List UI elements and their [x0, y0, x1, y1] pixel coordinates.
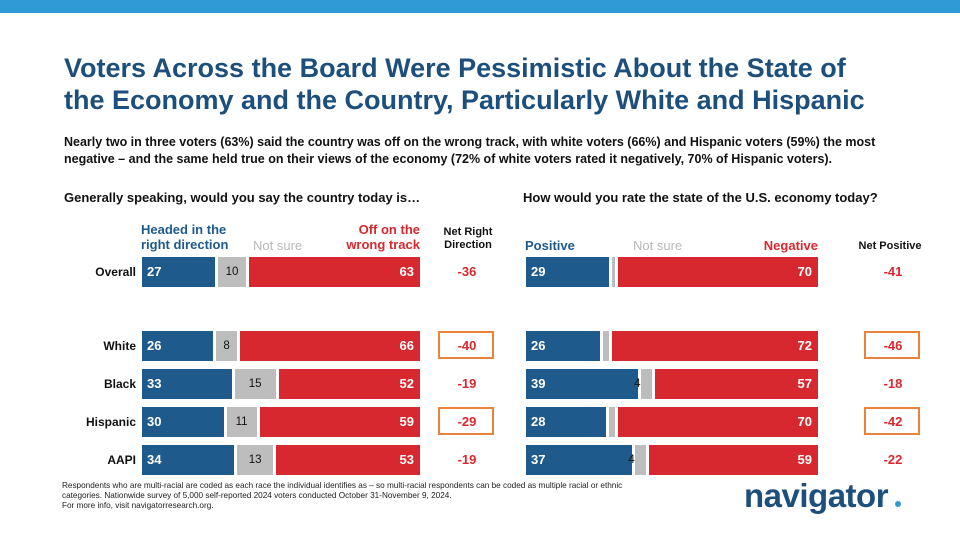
country-overall-bar-red: 63 [248, 257, 420, 287]
row-label-overall: Overall [95, 265, 136, 279]
country-black-net-value: -19 [457, 376, 477, 391]
right-header-net-label: Net Positive [858, 240, 922, 252]
left-header-right-direction-line-2: right direction [141, 237, 229, 252]
economy-hispanic-net-value: -42 [883, 414, 903, 429]
economy-white-bar-blue: 26 [526, 331, 601, 361]
economy-white-net-value: -46 [883, 338, 903, 353]
economy-black-net-value: -18 [883, 376, 903, 391]
page-title-line-1: Voters Across the Board Were Pessimistic… [64, 53, 846, 83]
country-aapi-bar-red: 53 [275, 445, 420, 475]
economy-hispanic-bar-blue: 28 [526, 407, 607, 437]
footnote: Respondents who are multi-racial are cod… [62, 481, 662, 511]
economy-black-bar-red: 57 [654, 369, 818, 399]
navigator-logo: navigator [744, 477, 889, 514]
logo-dot-icon [895, 501, 901, 507]
country-aapi-bar-gray: 13 [237, 445, 273, 475]
row-label-white: White [103, 339, 136, 353]
country-white-net-value: -40 [457, 338, 477, 353]
page-subtitle-line-1: Nearly two in three voters (63%) said th… [64, 135, 876, 149]
left-header-net-line-1: Net Right [443, 226, 493, 238]
right-header-not-sure: Not sure [633, 238, 682, 253]
left-header-net-line-2: Direction [444, 239, 492, 251]
economy-white-net-highlight [864, 331, 920, 359]
country-overall-bar-gray: 10 [218, 257, 246, 287]
page-subtitle: Nearly two in three voters (63%) said th… [64, 134, 934, 168]
country-aapi-net-value: -19 [457, 452, 477, 467]
economy-hispanic-bar-gray [609, 407, 615, 437]
economy-aapi-net-value: -22 [883, 452, 903, 467]
country-hispanic-net-highlight [438, 407, 494, 435]
economy-black-bar-gray [640, 369, 652, 399]
economy-overall-bar-blue: 29 [526, 257, 609, 287]
country-white-bar-gray: 8 [215, 331, 238, 361]
left-header-wrong-track: Off on the wrong track [320, 222, 420, 252]
right-header-not-sure-label: Not sure [633, 238, 683, 253]
economy-black-bar-gray-label: 4 [634, 378, 641, 390]
economy-aapi-bar-gray [634, 445, 647, 475]
country-overall-net-value: -36 [457, 264, 477, 279]
top-accent-bar [0, 0, 960, 13]
left-header-right-direction-line-1: Headed in the [141, 222, 227, 237]
row-label-hispanic: Hispanic [85, 415, 136, 429]
country-hispanic-net-value: -29 [457, 414, 477, 429]
economy-overall-bar-gray [611, 257, 615, 287]
economy-black-bar-blue: 39 [526, 369, 638, 399]
left-chart-title: Generally speaking, would you say the co… [64, 190, 421, 205]
economy-aapi-bar-gray-label: 4 [628, 454, 635, 466]
economy-hispanic-bar-red: 70 [617, 407, 818, 437]
country-black-bar-gray: 15 [234, 369, 276, 399]
country-hispanic-bar-red: 59 [259, 407, 420, 437]
country-hispanic-bar-gray: 11 [226, 407, 257, 437]
page-title: Voters Across the Board Were Pessimistic… [64, 52, 924, 116]
country-aapi-bar-blue: 34 [142, 445, 235, 475]
economy-overall-bar-red: 70 [617, 257, 818, 287]
footnote-line-1: Respondents who are multi-racial are cod… [62, 481, 623, 490]
right-header-net: Net Positive [850, 240, 930, 253]
right-chart-title: How would you rate the state of the U.S.… [523, 190, 878, 205]
page-subtitle-line-2: negative – and the same held true on the… [64, 152, 833, 166]
right-header-positive-label: Positive [525, 238, 575, 253]
economy-aapi-bar-blue: 37 [526, 445, 632, 475]
country-white-bar-blue: 26 [142, 331, 213, 361]
economy-overall-net-value: -41 [883, 264, 903, 279]
left-header-not-sure: Not sure [253, 238, 302, 253]
country-white-net-highlight [438, 331, 494, 359]
economy-white-bar-red: 72 [612, 331, 818, 361]
economy-aapi-bar-red: 59 [649, 445, 818, 475]
footnote-line-3: For more info, visit navigatorresearch.o… [62, 501, 214, 510]
page-title-line-2: the Economy and the Country, Particularl… [64, 85, 865, 115]
left-header-wrong-track-line-2: wrong track [346, 237, 420, 252]
country-hispanic-bar-blue: 30 [142, 407, 224, 437]
right-header-negative-label: Negative [763, 238, 818, 253]
left-header-right-direction: Headed in the right direction [141, 222, 228, 252]
left-header-wrong-track-line-1: Off on the [358, 222, 420, 237]
country-black-bar-blue: 33 [142, 369, 232, 399]
country-overall-bar-blue: 27 [142, 257, 216, 287]
country-white-bar-red: 66 [240, 331, 420, 361]
economy-hispanic-net-highlight [864, 407, 920, 435]
row-label-aapi: AAPI [107, 453, 136, 467]
right-header-positive: Positive [525, 238, 575, 253]
country-black-bar-red: 52 [278, 369, 420, 399]
right-header-negative: Negative [718, 238, 818, 253]
economy-white-bar-gray [603, 331, 610, 361]
row-label-black: Black [103, 377, 136, 391]
footnote-line-2: categories. Nationwide survey of 5,000 s… [62, 491, 452, 500]
left-header-net: Net Right Direction [430, 226, 506, 252]
left-header-not-sure-label: Not sure [253, 238, 303, 253]
